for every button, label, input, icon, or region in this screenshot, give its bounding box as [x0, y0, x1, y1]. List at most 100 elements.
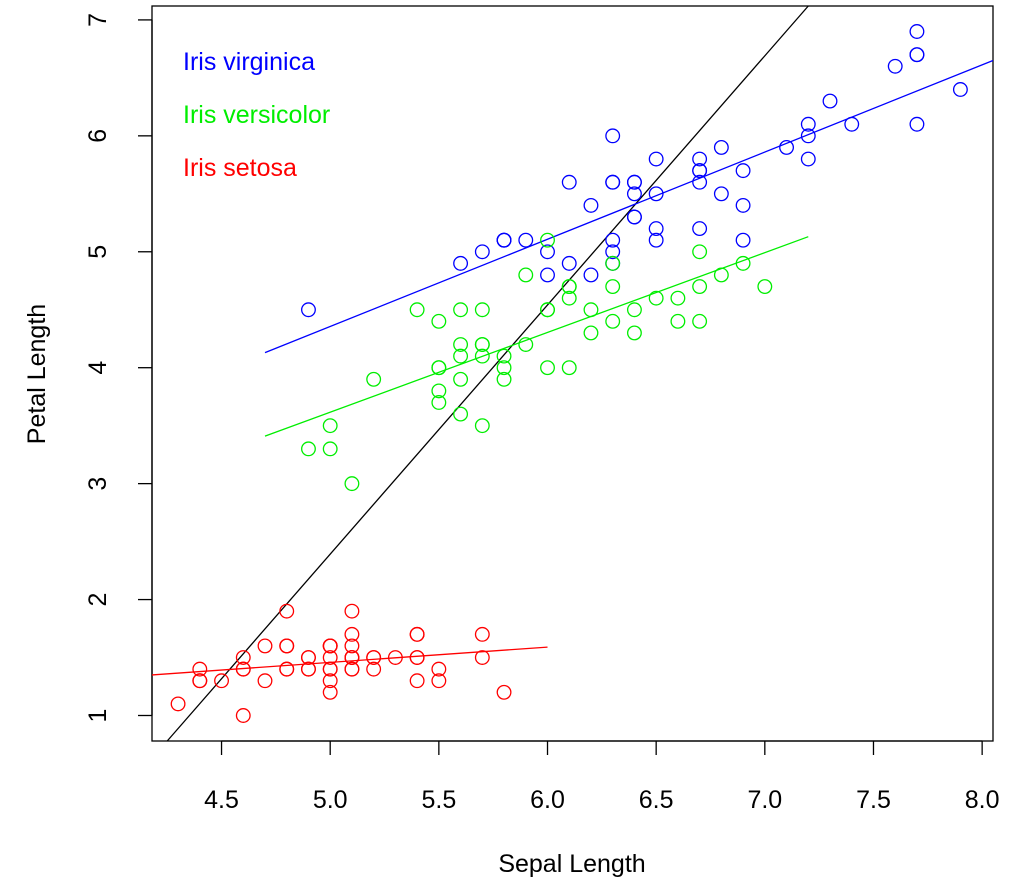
data-point: [561, 174, 577, 190]
data-point: [518, 267, 534, 283]
data-point: [453, 337, 469, 352]
data-point: [322, 638, 338, 654]
data-point: [431, 383, 447, 399]
data-point: [909, 47, 925, 63]
data-point: [366, 650, 382, 665]
data-point: [322, 684, 338, 700]
data-point: [301, 650, 316, 665]
series-fit-line: [264, 59, 994, 354]
data-point: [540, 232, 555, 248]
data-point: [605, 255, 621, 271]
data-point: [692, 174, 708, 190]
data-point: [431, 360, 447, 376]
data-point: [279, 603, 295, 619]
legend-entry: Iris versicolor: [183, 101, 330, 129]
data-point: [257, 673, 273, 689]
x-axis: 4.5 5.0 5.5 6.0 6.5 7.0 7.5 8.0: [204, 740, 1000, 814]
data-point: [800, 116, 816, 132]
data-point: [344, 661, 360, 677]
data-point: [561, 290, 577, 306]
data-point: [453, 371, 469, 387]
data-point: [735, 255, 751, 271]
x-tick-label: 4.5: [204, 786, 239, 814]
data-points: [170, 24, 968, 723]
data-point: [692, 313, 708, 329]
data-point: [366, 661, 382, 677]
data-point: [692, 151, 708, 167]
x-tick-label: 7.5: [856, 786, 891, 814]
data-point: [605, 232, 621, 248]
data-point: [540, 360, 555, 376]
data-point: [322, 673, 338, 689]
data-point: [626, 209, 642, 225]
data-point: [540, 267, 555, 283]
legend-entry: Iris virginica: [183, 48, 315, 76]
data-point: [713, 139, 729, 155]
data-point: [670, 313, 686, 329]
data-point: [583, 325, 599, 341]
data-point: [648, 232, 664, 248]
data-point: [735, 163, 751, 179]
data-point: [279, 638, 295, 654]
data-point: [605, 313, 621, 329]
data-point: [214, 673, 229, 689]
data-point: [279, 661, 295, 677]
data-point: [235, 650, 251, 665]
data-point: [344, 626, 360, 642]
x-tick-label: 8.0: [965, 786, 1000, 814]
data-point: [496, 348, 512, 364]
data-point: [779, 139, 795, 155]
x-axis-label: Sepal Length: [498, 850, 645, 878]
data-point: [605, 244, 621, 260]
data-point: [909, 116, 925, 132]
x-tick-label: 5.0: [313, 786, 348, 814]
data-point: [909, 24, 925, 39]
data-point: [626, 186, 642, 202]
data-point: [235, 708, 251, 723]
data-point: [887, 58, 903, 74]
data-point: [648, 221, 664, 237]
data-point: [844, 116, 860, 132]
data-point: [626, 325, 642, 341]
data-point: [474, 337, 490, 352]
y-tick-label: 6: [84, 129, 112, 143]
series-fit-line: [264, 236, 809, 437]
data-point: [800, 151, 816, 167]
data-point: [453, 255, 469, 271]
data-point: [692, 244, 708, 260]
data-point: [474, 244, 490, 260]
data-point: [800, 128, 816, 144]
data-point: [822, 93, 838, 109]
y-tick-label: 5: [84, 245, 112, 259]
y-tick-label: 3: [84, 477, 112, 491]
data-point: [735, 197, 751, 213]
data-point: [713, 267, 729, 283]
x-tick-label: 5.5: [421, 786, 456, 814]
overall-fit-line: [166, 5, 809, 742]
data-point: [409, 626, 425, 642]
data-point: [431, 313, 447, 329]
data-point: [713, 186, 729, 202]
data-point: [648, 290, 664, 306]
data-point: [431, 395, 447, 410]
data-point: [344, 638, 360, 654]
data-point: [952, 82, 968, 97]
data-point: [583, 267, 599, 283]
y-axis: 1 2 3 4 5 6 7: [84, 13, 153, 722]
y-tick-label: 7: [84, 13, 112, 27]
data-point: [540, 244, 555, 260]
data-point: [192, 673, 208, 689]
data-point: [322, 650, 338, 665]
x-tick-label: 6.0: [530, 786, 565, 814]
data-point: [366, 371, 382, 387]
data-point: [431, 661, 447, 677]
data-point: [387, 650, 403, 665]
data-point: [344, 603, 360, 619]
data-point: [670, 290, 686, 306]
data-point: [301, 441, 316, 457]
y-tick-label: 2: [84, 593, 112, 607]
data-point: [648, 151, 664, 167]
data-point: [561, 255, 577, 271]
data-point: [453, 302, 469, 318]
y-tick-label: 4: [84, 361, 112, 375]
